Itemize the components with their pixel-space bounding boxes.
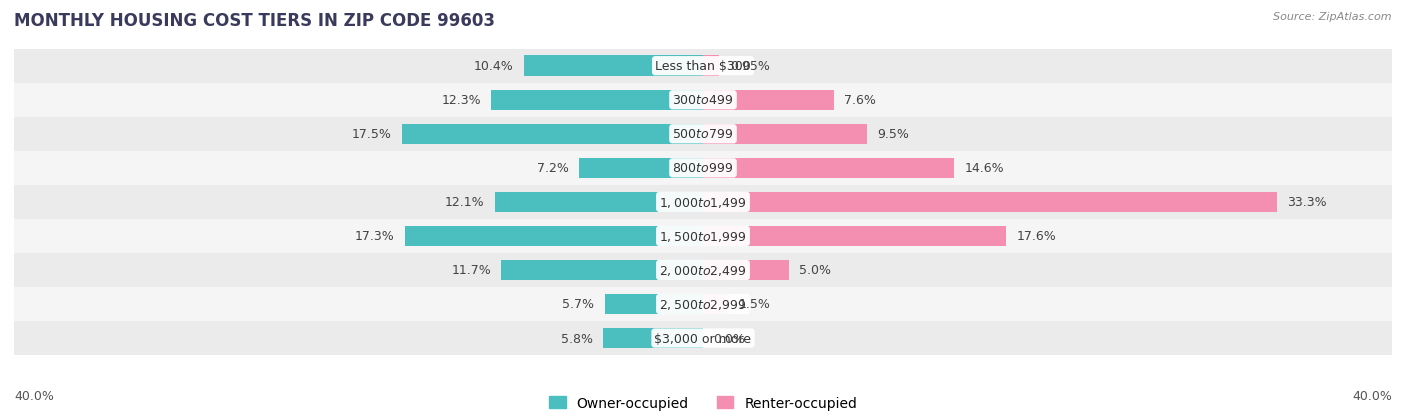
Text: $500 to $799: $500 to $799 <box>672 128 734 141</box>
Bar <box>491 90 703 111</box>
Text: $1,500 to $1,999: $1,500 to $1,999 <box>659 229 747 243</box>
Text: 1.5%: 1.5% <box>740 298 770 311</box>
Text: $2,500 to $2,999: $2,500 to $2,999 <box>659 297 747 311</box>
Bar <box>14 287 1392 321</box>
Text: 9.5%: 9.5% <box>877 128 908 141</box>
Text: 40.0%: 40.0% <box>1353 389 1392 402</box>
Bar <box>703 158 955 178</box>
Bar <box>605 294 703 314</box>
Text: 11.7%: 11.7% <box>451 264 491 277</box>
Text: 14.6%: 14.6% <box>965 162 1004 175</box>
Text: $2,000 to $2,499: $2,000 to $2,499 <box>659 263 747 277</box>
Text: 17.5%: 17.5% <box>352 128 391 141</box>
Text: 5.0%: 5.0% <box>800 264 831 277</box>
Bar <box>703 192 1277 213</box>
Bar <box>405 226 703 247</box>
Text: 7.6%: 7.6% <box>844 94 876 107</box>
Bar <box>703 260 789 280</box>
Text: Source: ZipAtlas.com: Source: ZipAtlas.com <box>1274 12 1392 22</box>
Bar <box>14 117 1392 152</box>
Bar <box>524 56 703 77</box>
Bar <box>703 124 866 145</box>
Text: 0.0%: 0.0% <box>713 332 745 345</box>
Text: 10.4%: 10.4% <box>474 60 513 73</box>
Bar <box>703 226 1007 247</box>
Text: 5.7%: 5.7% <box>562 298 595 311</box>
Bar <box>603 328 703 349</box>
Text: 17.3%: 17.3% <box>354 230 395 243</box>
Legend: Owner-occupied, Renter-occupied: Owner-occupied, Renter-occupied <box>543 390 863 413</box>
Bar <box>579 158 703 178</box>
Bar <box>14 83 1392 117</box>
Text: 17.6%: 17.6% <box>1017 230 1056 243</box>
Bar <box>14 50 1392 83</box>
Text: 12.1%: 12.1% <box>444 196 484 209</box>
Bar <box>703 56 720 77</box>
Bar <box>703 294 728 314</box>
Bar <box>14 253 1392 287</box>
Bar <box>502 260 703 280</box>
Bar <box>402 124 703 145</box>
Bar <box>703 90 834 111</box>
Text: MONTHLY HOUSING COST TIERS IN ZIP CODE 99603: MONTHLY HOUSING COST TIERS IN ZIP CODE 9… <box>14 12 495 30</box>
Text: $3,000 or more: $3,000 or more <box>655 332 751 345</box>
Text: 0.95%: 0.95% <box>730 60 769 73</box>
Text: 5.8%: 5.8% <box>561 332 593 345</box>
Bar <box>495 192 703 213</box>
Bar <box>14 152 1392 185</box>
Bar <box>14 321 1392 355</box>
Text: $800 to $999: $800 to $999 <box>672 162 734 175</box>
Text: 12.3%: 12.3% <box>441 94 481 107</box>
Bar <box>14 219 1392 253</box>
Text: 7.2%: 7.2% <box>537 162 568 175</box>
Text: $1,000 to $1,499: $1,000 to $1,499 <box>659 195 747 209</box>
Text: 40.0%: 40.0% <box>14 389 53 402</box>
Text: Less than $300: Less than $300 <box>655 60 751 73</box>
Text: 33.3%: 33.3% <box>1286 196 1326 209</box>
Bar <box>14 185 1392 219</box>
Text: $300 to $499: $300 to $499 <box>672 94 734 107</box>
